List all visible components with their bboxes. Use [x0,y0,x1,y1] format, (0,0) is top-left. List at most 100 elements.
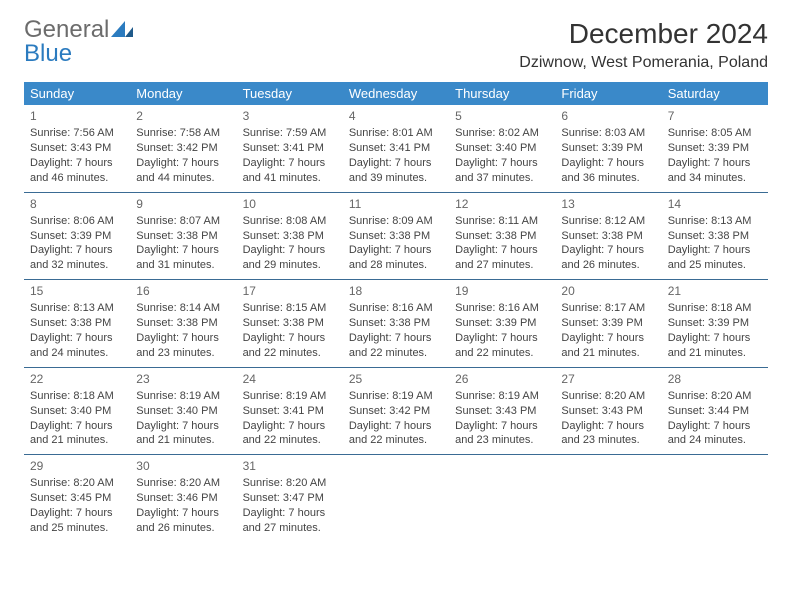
day-number: 23 [136,371,230,387]
day-info-line: and 36 minutes. [561,171,655,186]
day-info-line: Sunset: 3:39 PM [30,229,124,244]
day-info-line: Daylight: 7 hours [668,419,762,434]
day-info-line: Sunrise: 7:59 AM [243,126,337,141]
calendar-day-cell: 15 Sunrise: 8:13 AMSunset: 3:38 PMDayligh… [24,280,130,368]
day-info-line: Sunrise: 8:19 AM [243,389,337,404]
page-title: December 2024 [519,18,768,50]
calendar-table: Sunday Monday Tuesday Wednesday Thursday… [24,82,768,542]
calendar-week-row: 1Sunrise: 7:56 AMSunset: 3:43 PMDaylight… [24,105,768,192]
day-info-line: and 21 minutes. [668,346,762,361]
day-info-line: Sunset: 3:41 PM [243,404,337,419]
day-info-line: Daylight: 7 hours [30,331,124,346]
day-info-line: Sunrise: 7:56 AM [30,126,124,141]
day-info-line: Sunrise: 8:19 AM [136,389,230,404]
calendar-day-cell: 2Sunrise: 7:58 AMSunset: 3:42 PMDaylight… [130,105,236,192]
day-info-line: Sunset: 3:43 PM [455,404,549,419]
calendar-day-cell: 26Sunrise: 8:19 AMSunset: 3:43 PMDayligh… [449,367,555,455]
logo-text: General Blue [24,18,133,66]
day-info-line: and 27 minutes. [455,258,549,273]
day-info-line: and 21 minutes. [30,433,124,448]
day-info-line: Daylight: 7 hours [349,156,443,171]
title-block: December 2024 Dziwnow, West Pomerania, P… [519,18,768,72]
day-info-line: and 25 minutes. [30,521,124,536]
day-info-line: Sunset: 3:41 PM [349,141,443,156]
day-number: 28 [668,371,762,387]
day-info-line: Sunrise: 8:13 AM [30,301,124,316]
day-info-line: Sunset: 3:43 PM [30,141,124,156]
day-info-line: Sunset: 3:40 PM [136,404,230,419]
day-info-line: Sunrise: 8:17 AM [561,301,655,316]
day-info-line: Daylight: 7 hours [30,419,124,434]
calendar-day-cell: 13Sunrise: 8:12 AMSunset: 3:38 PMDayligh… [555,192,661,280]
day-number: 16 [136,283,230,299]
day-info-line: Daylight: 7 hours [349,331,443,346]
day-info-line: Sunset: 3:43 PM [561,404,655,419]
calendar-day-cell: 8Sunrise: 8:06 AMSunset: 3:39 PMDaylight… [24,192,130,280]
day-info-line: Sunrise: 8:07 AM [136,214,230,229]
calendar-day-cell: 25Sunrise: 8:19 AMSunset: 3:42 PMDayligh… [343,367,449,455]
day-info-line: and 24 minutes. [668,433,762,448]
day-info-line: Sunset: 3:47 PM [243,491,337,506]
day-info-line: and 25 minutes. [668,258,762,273]
day-info-line: Sunrise: 8:14 AM [136,301,230,316]
day-info-line: and 21 minutes. [136,433,230,448]
calendar-day-cell: 24Sunrise: 8:19 AMSunset: 3:41 PMDayligh… [237,367,343,455]
calendar-body: 1Sunrise: 7:56 AMSunset: 3:43 PMDaylight… [24,105,768,542]
logo: General Blue [24,18,133,66]
day-number: 5 [455,108,549,124]
day-info-line: Daylight: 7 hours [243,156,337,171]
weekday-header: Sunday [24,82,130,105]
weekday-header-row: Sunday Monday Tuesday Wednesday Thursday… [24,82,768,105]
logo-word-general: General [24,16,109,43]
day-info-line: Sunrise: 8:20 AM [136,476,230,491]
calendar-day-cell: 1Sunrise: 7:56 AMSunset: 3:43 PMDaylight… [24,105,130,192]
day-info-line: Sunset: 3:38 PM [349,229,443,244]
calendar-day-cell: 29Sunrise: 8:20 AMSunset: 3:45 PMDayligh… [24,455,130,542]
calendar-day-cell: 21Sunrise: 8:18 AMSunset: 3:39 PMDayligh… [662,280,768,368]
day-info-line: Sunset: 3:38 PM [136,229,230,244]
calendar-day-cell: 31Sunrise: 8:20 AMSunset: 3:47 PMDayligh… [237,455,343,542]
weekday-header: Saturday [662,82,768,105]
calendar-day-cell: 17Sunrise: 8:15 AMSunset: 3:38 PMDayligh… [237,280,343,368]
day-number: 29 [30,458,124,474]
calendar-day-cell: 5Sunrise: 8:02 AMSunset: 3:40 PMDaylight… [449,105,555,192]
calendar-day-cell: 12Sunrise: 8:11 AMSunset: 3:38 PMDayligh… [449,192,555,280]
day-info-line: Daylight: 7 hours [455,331,549,346]
day-number: 15 [30,283,124,299]
day-number: 10 [243,196,337,212]
day-number: 18 [349,283,443,299]
calendar-day-cell: 30Sunrise: 8:20 AMSunset: 3:46 PMDayligh… [130,455,236,542]
day-info-line: Sunrise: 8:20 AM [668,389,762,404]
day-info-line: Daylight: 7 hours [668,156,762,171]
day-info-line: Daylight: 7 hours [668,331,762,346]
day-info-line: Sunset: 3:44 PM [668,404,762,419]
day-info-line: Sunrise: 8:18 AM [30,389,124,404]
calendar-week-row: 8Sunrise: 8:06 AMSunset: 3:39 PMDaylight… [24,192,768,280]
day-info-line: Sunset: 3:40 PM [30,404,124,419]
day-info-line: and 22 minutes. [243,433,337,448]
calendar-day-cell: 28 Sunrise: 8:20 AMSunset: 3:44 PMDayligh… [662,367,768,455]
day-info-line: and 29 minutes. [243,258,337,273]
day-info-line: Sunrise: 8:18 AM [668,301,762,316]
day-info-line: Sunrise: 8:20 AM [243,476,337,491]
day-info-line: Daylight: 7 hours [136,243,230,258]
page-header: General Blue December 2024 Dziwnow, West… [24,18,768,72]
day-info-line: Sunset: 3:40 PM [455,141,549,156]
day-number: 12 [455,196,549,212]
day-info-line: Daylight: 7 hours [30,243,124,258]
day-info-line: Daylight: 7 hours [455,419,549,434]
day-info-line: Sunset: 3:38 PM [30,316,124,331]
day-info-line: Daylight: 7 hours [455,243,549,258]
day-info-line: Sunset: 3:42 PM [136,141,230,156]
day-info-line: Sunset: 3:39 PM [668,141,762,156]
day-number: 6 [561,108,655,124]
day-number: 24 [243,371,337,387]
day-info-line: Daylight: 7 hours [561,243,655,258]
day-number: 31 [243,458,337,474]
day-info-line: and 24 minutes. [30,346,124,361]
weekday-header: Friday [555,82,661,105]
day-info-line: Daylight: 7 hours [561,419,655,434]
day-info-line: Sunset: 3:38 PM [349,316,443,331]
day-info-line: and 23 minutes. [455,433,549,448]
day-info-line: Sunset: 3:38 PM [136,316,230,331]
